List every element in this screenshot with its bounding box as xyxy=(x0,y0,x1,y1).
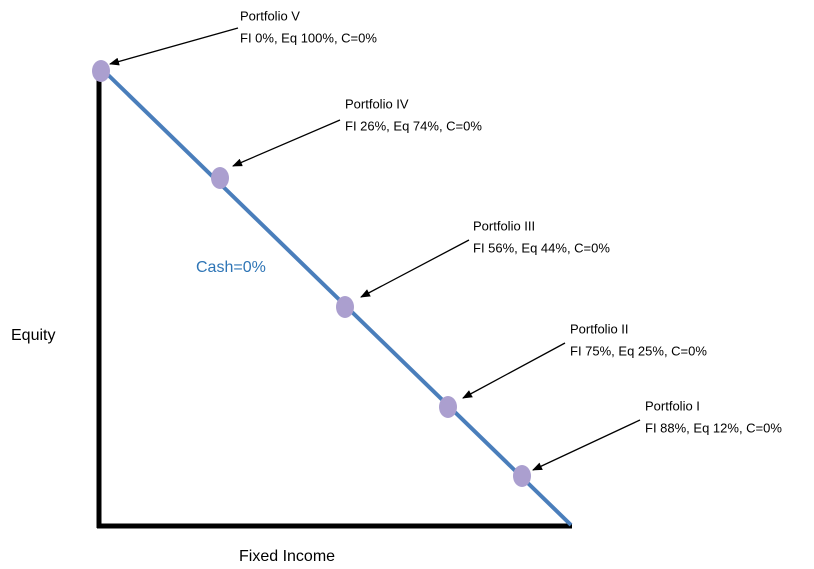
portfolio-detail: FI 56%, Eq 44%, C=0% xyxy=(473,240,610,255)
portfolio-detail: FI 88%, Eq 12%, C=0% xyxy=(645,420,782,435)
portfolio-name: Portfolio V xyxy=(240,8,300,23)
portfolio-detail: FI 75%, Eq 25%, C=0% xyxy=(570,343,707,358)
portfolio-name: Portfolio II xyxy=(570,321,629,336)
portfolio-name: Portfolio IV xyxy=(345,96,409,111)
cash-label: Cash=0% xyxy=(196,259,266,276)
arrow xyxy=(532,419,641,471)
portfolio-point xyxy=(211,167,229,189)
y-axis-title: Equity xyxy=(11,327,55,344)
frontier-line xyxy=(99,66,573,527)
arrow xyxy=(360,239,470,298)
portfolio-point xyxy=(92,60,110,82)
portfolio-name: Portfolio I xyxy=(645,398,700,413)
portfolio-point xyxy=(513,465,531,487)
arrow xyxy=(109,27,239,66)
x-axis-title: Fixed Income xyxy=(239,548,335,565)
arrow xyxy=(232,119,341,167)
portfolio-name: Portfolio III xyxy=(473,218,535,233)
portfolio-point xyxy=(336,296,354,318)
portfolio-detail: FI 26%, Eq 74%, C=0% xyxy=(345,118,482,133)
portfolio-point xyxy=(439,396,457,418)
portfolio-detail: FI 0%, Eq 100%, C=0% xyxy=(240,30,377,45)
arrow xyxy=(462,342,566,399)
